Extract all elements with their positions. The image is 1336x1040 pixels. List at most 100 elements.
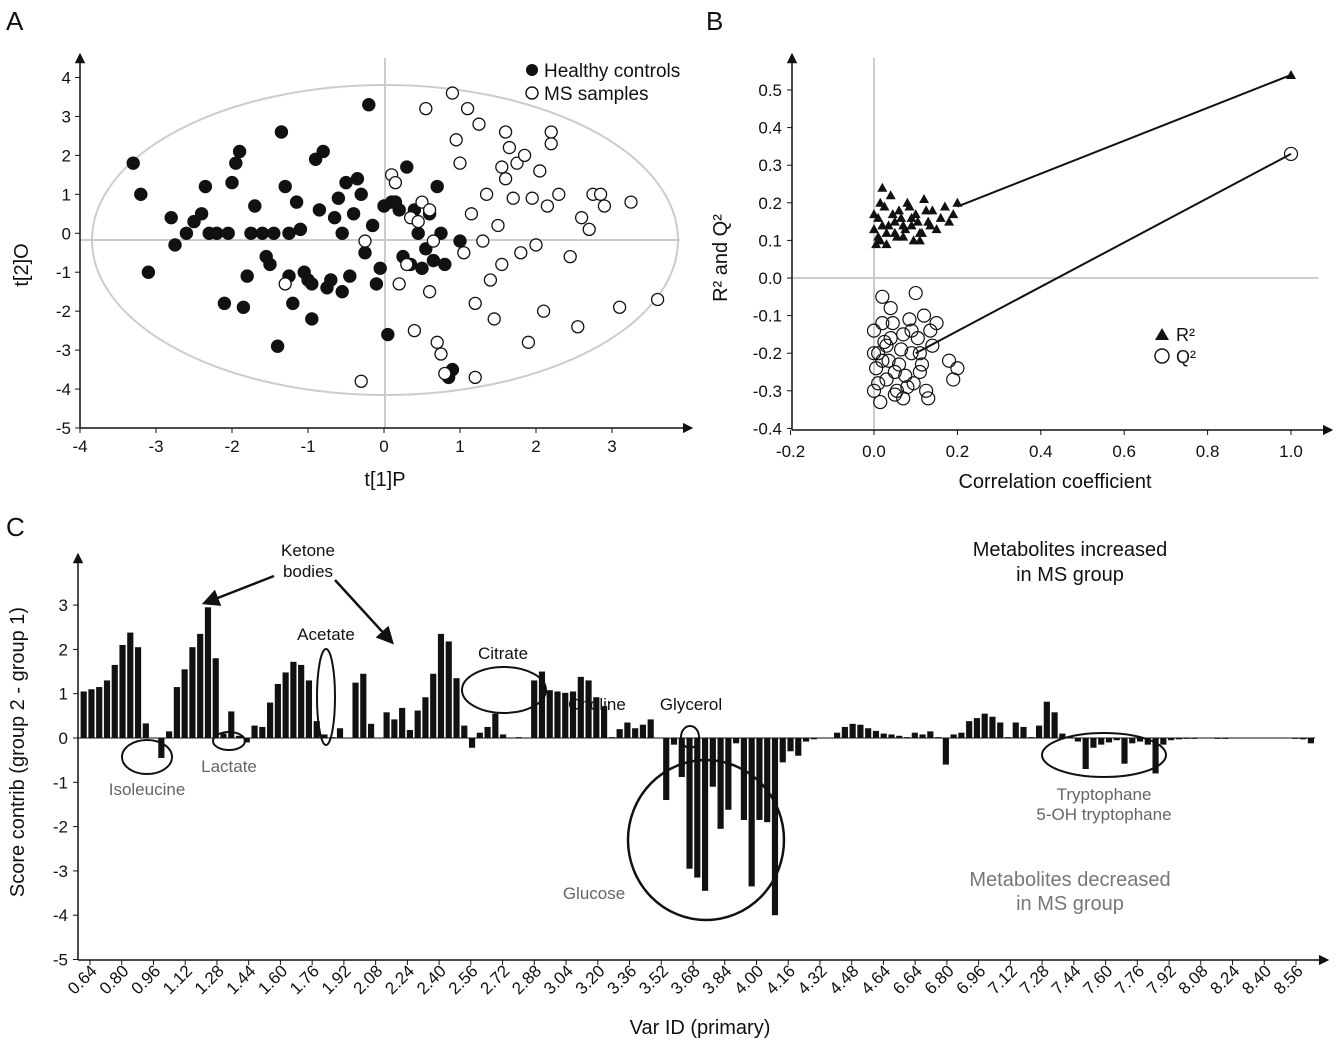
ms-point [411,214,425,229]
contribution-bar [134,647,142,738]
x-tick-label: 3.52 [635,961,672,998]
q2-point [902,312,917,327]
annotation-glucose: Glucose [563,884,625,903]
contribution-bar [538,671,546,738]
contribution-bar [1028,737,1035,738]
contribution-bar [1121,738,1128,764]
contribution-bar [888,734,895,738]
contribution-bar [616,729,623,738]
q2-point [919,383,934,398]
q2-point [866,323,882,338]
contribution-bar [872,730,880,738]
y-tick-label: -0.2 [753,344,782,363]
x-tick-label: 7.12 [984,961,1021,998]
contribution-bar [484,726,491,738]
contribution-bar [849,723,856,738]
q2-point [866,346,882,361]
contribution-bar [1307,738,1314,744]
q2-point [871,376,886,391]
x-tick-label: 0.96 [127,961,164,998]
x-tick-label: 1.12 [159,961,196,998]
x-tick-label: 2.88 [508,961,545,998]
y-tick-label: 0.2 [758,194,782,213]
contribution-bar [1113,738,1120,741]
panel-c-y-label: Score contrib (group 2 - group 1) [7,607,29,897]
x-tick-label: 2.24 [381,961,418,998]
panel-c-annotations: Ketone bodies Acetate Citrate Choline Gl… [109,539,1172,922]
x-tick-label: -4 [72,437,87,456]
contribution-bar [274,683,281,738]
annotation-glycerol-ellipse [680,725,700,749]
y-tick-label: 2 [59,640,68,659]
ms-point [457,246,471,260]
panel-a-letter: A [6,6,24,36]
healthy-point [210,226,224,240]
q2-point [908,285,923,301]
x-tick-label: 2.40 [413,961,450,998]
contribution-bar [430,673,437,738]
contribution-bar [127,632,134,738]
contribution-bar [950,734,957,738]
r2-point [881,239,892,249]
y-tick-label: 0.1 [758,231,782,250]
contribution-bar [647,719,654,738]
contribution-bar [1098,738,1105,745]
q2-point [887,387,902,402]
panel-a-y-label: t[2]O [11,243,33,286]
healthy-point [270,339,285,353]
annotation-decreased-line1: Metabolites decreased [969,869,1170,891]
y-tick-label: 0.4 [758,119,782,138]
r2-point [935,212,946,222]
contribution-bar [997,722,1004,738]
q2-point [894,342,909,357]
contribution-bar [585,680,592,738]
contribution-bar [608,737,615,738]
q2-point [873,394,888,410]
q2-point [871,346,886,361]
ms-point [495,160,509,174]
contribution-bar [305,680,313,738]
panel-b-y-ticks: -0.4 -0.3 -0.2 -0.1 0.0 0.1 0.2 0.3 0.4 0.5 [753,81,792,438]
contribution-bar [1222,738,1229,739]
contribution-bar [966,721,973,738]
y-tick-label: 3 [59,596,68,615]
contribution-bar [360,673,367,738]
healthy-point [331,191,346,205]
ms-point [483,273,498,287]
panel-b-y-label: R² and Q² [710,214,732,302]
ms-point [388,175,403,190]
contribution-bar [577,676,584,738]
contribution-bar [678,738,685,777]
y-tick-label: -4 [53,906,68,925]
contribution-bar [197,633,204,738]
healthy-point [430,179,444,194]
r2-point [939,201,950,211]
contribution-bar [259,726,266,738]
contribution-bar [531,680,538,738]
ms-point [574,211,589,225]
x-tick-label: 8.40 [1238,961,1275,998]
q2-point [904,346,919,361]
q2-point [1283,146,1299,162]
q2-point [912,346,927,361]
annotation-tryptophane-line2: 5-OH tryptophane [1036,805,1171,824]
contribution-bar [717,738,724,829]
x-tick-label: 6.96 [953,961,990,998]
ms-point [544,125,558,139]
healthy-point [346,207,361,221]
x-tick-label: 1.60 [254,961,291,998]
contribution-bar [1082,738,1089,770]
contribution-bar [461,725,468,738]
contribution-bar [383,712,390,738]
r2-fit-line [957,74,1292,208]
contribution-bar [111,664,118,738]
healthy-point [358,246,372,260]
healthy-point [164,210,178,225]
contribution-bar [290,661,297,738]
contribution-bar [639,724,647,738]
q2-point [875,316,890,331]
contribution-bar [1067,737,1074,738]
r2-point [898,220,909,230]
ms-point [529,238,543,252]
